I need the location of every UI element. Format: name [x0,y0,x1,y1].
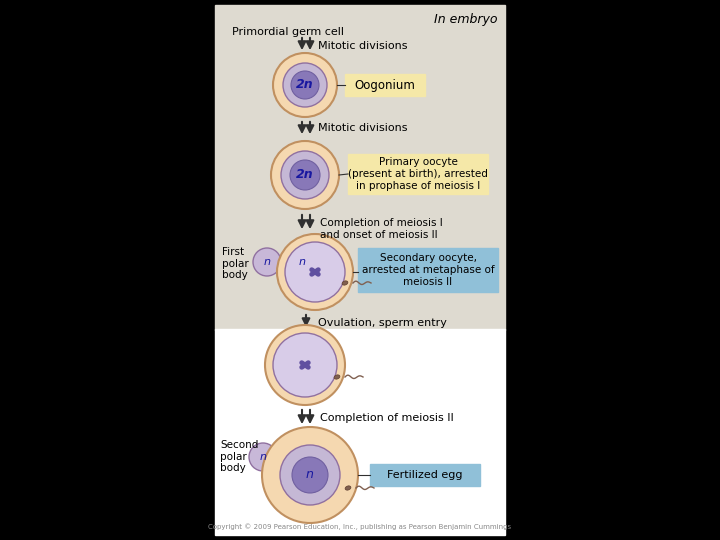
Text: Copyright © 2009 Pearson Education, Inc., publishing as Pearson Benjamin Cumming: Copyright © 2009 Pearson Education, Inc.… [208,523,512,530]
Circle shape [281,151,329,199]
FancyBboxPatch shape [215,5,505,330]
FancyBboxPatch shape [345,74,425,96]
Text: Oogonium: Oogonium [354,78,415,91]
Circle shape [277,234,353,310]
Text: Primary oocyte
(present at birth), arrested
in prophase of meiosis I: Primary oocyte (present at birth), arres… [348,157,488,191]
Circle shape [273,53,337,117]
Text: 2n: 2n [296,78,314,91]
Text: 2n: 2n [296,168,314,181]
Text: Completion of meiosis II: Completion of meiosis II [320,413,454,423]
Ellipse shape [342,281,348,285]
Circle shape [285,242,345,302]
Circle shape [265,325,345,405]
FancyBboxPatch shape [215,329,505,535]
Circle shape [292,457,328,493]
Text: n: n [306,469,314,482]
Text: Primordial germ cell: Primordial germ cell [232,27,344,37]
Text: n: n [299,257,305,267]
Circle shape [271,141,339,209]
Text: n: n [259,452,266,462]
Text: Secondary oocyte,
arrested at metaphase of
meiosis II: Secondary oocyte, arrested at metaphase … [361,253,495,287]
FancyBboxPatch shape [370,464,480,486]
Circle shape [249,443,277,471]
Circle shape [280,445,340,505]
Text: Fertilized egg: Fertilized egg [387,470,463,480]
Text: Mitotic divisions: Mitotic divisions [318,123,408,133]
Circle shape [291,71,319,99]
Text: Ovulation, sperm entry: Ovulation, sperm entry [318,318,447,328]
Text: Second
polar
body: Second polar body [220,440,258,473]
Circle shape [290,160,320,190]
Text: Mitotic divisions: Mitotic divisions [318,41,408,51]
FancyBboxPatch shape [358,248,498,292]
Circle shape [262,427,358,523]
Ellipse shape [334,375,340,379]
FancyBboxPatch shape [348,154,488,194]
Text: First
polar
body: First polar body [222,247,248,280]
Text: n: n [264,257,271,267]
Text: In embryo: In embryo [434,13,498,26]
Circle shape [283,63,327,107]
Circle shape [253,248,281,276]
Circle shape [273,333,337,397]
Text: Completion of meiosis I
and onset of meiosis II: Completion of meiosis I and onset of mei… [320,218,443,240]
Ellipse shape [345,486,351,490]
